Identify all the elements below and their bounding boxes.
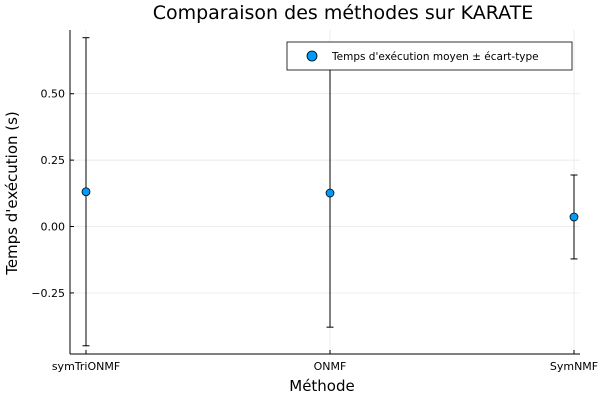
y-tick-label: −0.25: [31, 287, 65, 300]
data-point: [81, 187, 91, 197]
legend-label: Temps d'exécution moyen ± écart-type: [331, 51, 539, 63]
data-point: [325, 188, 335, 198]
y-axis-label: Temps d'exécution (s): [3, 111, 21, 276]
x-ticks: symTriONMF ONMF SymNMF: [52, 350, 598, 373]
axes: [69, 30, 580, 355]
x-tick-label: ONMF: [314, 360, 347, 373]
chart-title: Comparaison des méthodes sur KARATE: [153, 2, 534, 24]
x-tick-label: SymNMF: [550, 360, 598, 373]
x-axis-label: Méthode: [289, 377, 355, 395]
y-tick-label: 0.50: [41, 88, 66, 101]
legend-marker-icon: [306, 50, 318, 62]
grid: [70, 30, 580, 354]
legend: Temps d'exécution moyen ± écart-type: [286, 41, 573, 71]
data-points: [81, 187, 579, 222]
y-ticks: −0.25 0.00 0.25 0.50: [31, 88, 74, 300]
x-tick-label: symTriONMF: [52, 360, 120, 373]
legend-box: [286, 41, 573, 71]
y-tick-label: 0.00: [41, 221, 66, 234]
data-point: [569, 212, 579, 222]
y-tick-label: 0.25: [41, 154, 66, 167]
